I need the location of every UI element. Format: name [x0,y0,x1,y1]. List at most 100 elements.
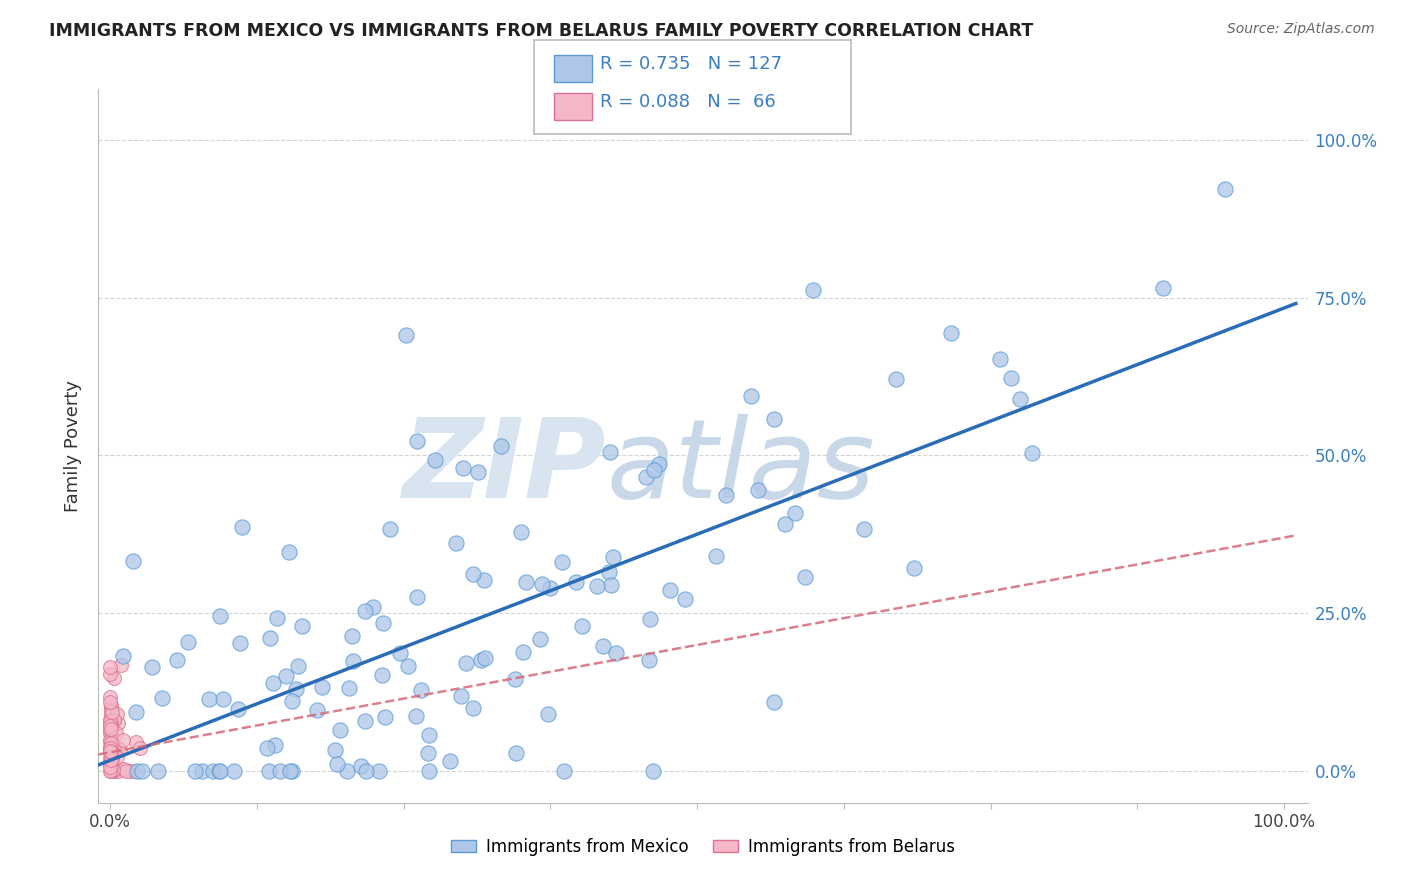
Point [470,653,492,667]
Point [472,573,495,587]
Point [98,764,121,779]
Point [208,764,231,779]
Point [100,723,122,737]
Point [98,755,121,769]
Point [444,536,467,550]
Point [101,705,124,719]
Point [201,764,224,779]
Point [512,645,534,659]
Point [371,667,394,681]
Point [388,647,411,661]
Point [285,681,308,696]
Point [98,733,121,747]
Point [489,439,512,453]
Point [100,704,122,718]
Point [342,654,364,668]
Point [638,612,661,626]
Point [100,736,122,750]
Point [564,575,586,590]
Point [903,560,925,574]
Point [122,553,145,567]
Point [503,672,526,686]
Point [114,764,136,779]
Point [599,445,621,459]
Point [551,555,574,569]
Point [451,460,474,475]
Point [256,740,278,755]
Text: IMMIGRANTS FROM MEXICO VS IMMIGRANTS FROM BELARUS FAMILY POVERTY CORRELATION CHA: IMMIGRANTS FROM MEXICO VS IMMIGRANTS FRO… [49,22,1033,40]
Point [329,723,352,737]
Point [941,326,963,340]
Point [131,764,153,779]
Point [287,659,309,673]
Point [100,725,122,739]
Point [98,660,121,674]
Point [184,764,207,779]
Point [361,599,384,614]
Point [531,577,554,591]
Point [111,733,134,747]
Point [337,681,360,696]
Point [125,735,148,749]
Point [259,764,281,779]
Point [103,714,125,728]
Point [637,653,659,667]
Point [125,705,148,719]
Point [101,746,124,760]
Point [1000,371,1022,385]
Point [228,636,250,650]
Point [100,698,122,713]
Point [763,412,786,426]
Point [463,566,485,581]
Point [515,574,537,589]
Y-axis label: Family Poverty: Family Poverty [65,380,83,512]
Point [103,671,125,685]
Point [108,743,131,757]
Text: atlas: atlas [606,414,875,521]
Point [209,764,232,779]
Point [409,683,432,698]
Point [276,668,298,682]
Point [100,764,122,779]
Point [107,764,129,779]
Point [98,756,121,771]
Point [166,653,188,667]
Point [509,524,531,539]
Point [340,629,363,643]
Point [100,745,122,759]
Point [592,639,614,653]
Point [714,488,737,502]
Point [454,656,477,670]
Point [529,632,551,646]
Point [100,714,122,728]
Point [120,764,142,779]
Point [112,648,135,663]
Point [450,689,472,703]
Point [100,744,122,758]
Point [598,565,620,579]
Point [794,570,817,584]
Point [1213,182,1236,196]
Point [98,723,121,738]
Text: R = 0.735   N = 127: R = 0.735 N = 127 [600,55,783,73]
Point [371,616,394,631]
Legend: Immigrants from Mexico, Immigrants from Belarus: Immigrants from Mexico, Immigrants from … [444,831,962,863]
Point [605,646,627,660]
Point [461,701,484,715]
Point [197,692,219,706]
Point [101,764,124,779]
Point [98,740,121,755]
Point [367,764,389,779]
Point [537,707,560,722]
Point [107,715,129,730]
Point [326,757,349,772]
Point [553,764,575,779]
Point [505,746,527,760]
Point [98,718,121,732]
Point [264,738,287,752]
Point [103,713,125,727]
Point [406,434,429,448]
Point [467,465,489,479]
Point [101,738,124,752]
Point [146,764,169,779]
